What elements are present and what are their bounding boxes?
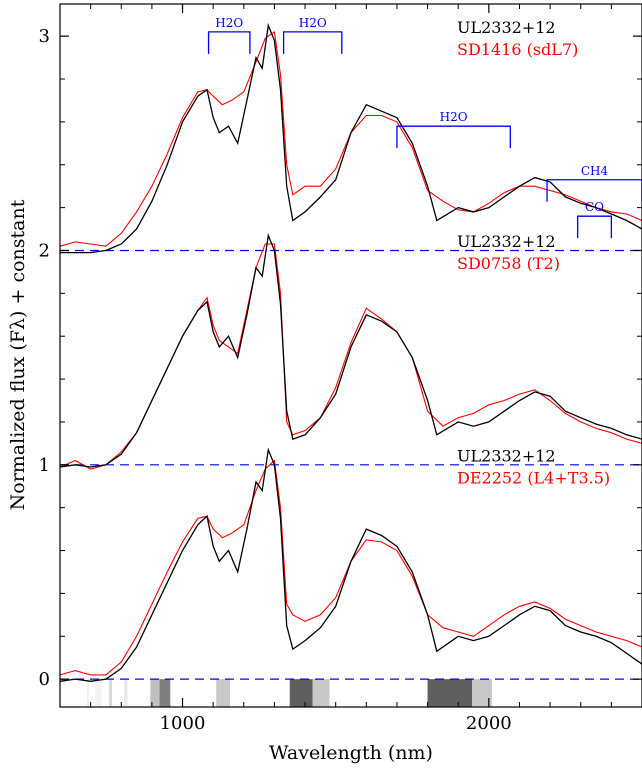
template-spectrum-1: [59, 243, 642, 470]
plot-frame: [59, 3, 642, 708]
series-layer: [59, 22, 642, 682]
y-tick-label: 2: [39, 240, 50, 261]
observed-spectrum-1: [59, 233, 642, 468]
band-label-3: CH4: [581, 164, 609, 178]
legend-template-1: SD0758 (T2): [457, 254, 560, 273]
x-axis-title: Wavelength (nm): [269, 742, 433, 764]
legend-observed-0: UL2332+12: [457, 18, 556, 37]
band-label-2: H2O: [440, 110, 468, 124]
y-tick-label: 1: [39, 455, 50, 476]
telluric-region-3: [124, 679, 128, 707]
band-bracket-0: [207, 31, 251, 54]
telluric-region-10: [471, 679, 492, 707]
telluric-region-0: [86, 679, 90, 707]
telluric-region-5: [159, 679, 171, 707]
band-bracket-3: [546, 179, 642, 202]
offset-line-layer: [60, 249, 642, 680]
template-spectrum-0: [59, 30, 642, 247]
x-tick-label: 1000: [160, 713, 206, 734]
band-annotation-layer: H2O H2O H2O CH4 CO: [207, 16, 642, 239]
legend-observed-2: UL2332+12: [457, 447, 556, 466]
telluric-region-4: [150, 679, 160, 707]
telluric-region-2: [109, 679, 113, 707]
band-label-1: H2O: [299, 16, 327, 30]
legend-template-2: DE2252 (L4+T3.5): [457, 469, 610, 488]
observed-spectrum-2: [59, 447, 642, 682]
y-tick-label: 0: [39, 669, 50, 690]
band-bracket-2: [396, 125, 511, 149]
telluric-region-6: [216, 679, 231, 707]
y-tick-label: 3: [39, 26, 50, 47]
legend-observed-1: UL2332+12: [457, 232, 556, 251]
band-bracket-1: [282, 31, 343, 54]
band-bracket-4: [577, 215, 613, 239]
observed-spectrum-0: [60, 22, 642, 254]
template-spectrum-2: [59, 459, 642, 676]
telluric-region-1: [95, 679, 102, 707]
telluric-region-9: [427, 679, 472, 707]
x-tick-label: 2000: [466, 713, 512, 734]
telluric-band-layer: [86, 679, 492, 707]
telluric-region-7: [289, 679, 313, 707]
tick-layer: 1000 2000 0 1 2 3: [39, 4, 642, 734]
telluric-region-8: [312, 679, 330, 707]
y-axis-title: Normalized flux (Fλ) + constant: [7, 199, 29, 510]
legend-template-0: SD1416 (sdL7): [457, 40, 578, 59]
legend-layer: UL2332+12 SD1416 (sdL7) UL2332+12 SD0758 (T…: [457, 18, 610, 488]
band-label-0: H2O: [215, 16, 243, 30]
band-label-4: CO: [585, 200, 604, 214]
